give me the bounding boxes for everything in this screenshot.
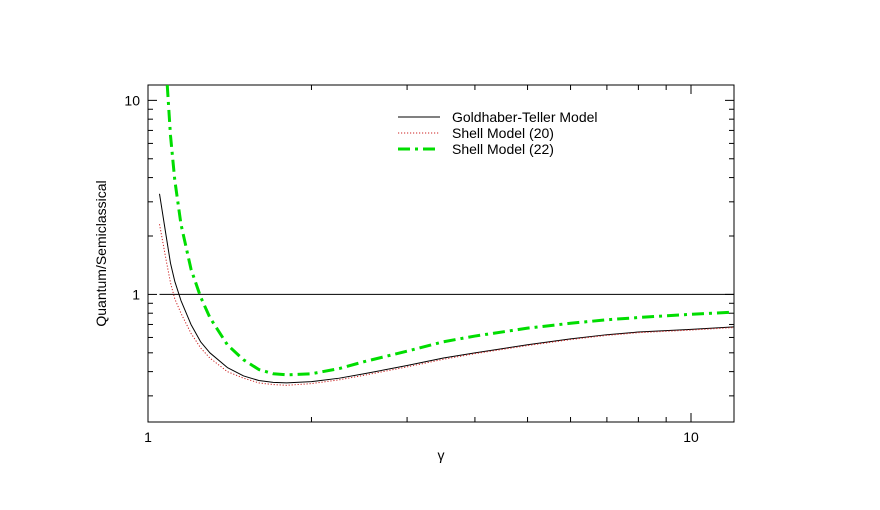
plot-frame-group <box>147 84 735 423</box>
axis-tick-labels: 1 10 1 10 <box>124 92 699 445</box>
plot-frame <box>147 84 735 423</box>
legend: Goldhaber-Teller Model Shell Model (20) … <box>398 109 598 157</box>
x-tick-label: 10 <box>683 429 699 445</box>
series-line-shell-model-22 <box>165 84 735 377</box>
legend-label-shell-model-22: Shell Model (22) <box>452 141 554 157</box>
series-line-goldhaber-teller-model <box>159 193 735 384</box>
legend-label-shell-model-20: Shell Model (20) <box>452 125 554 141</box>
axis-ticks <box>147 85 734 422</box>
legend-label-goldhaber-teller: Goldhaber-Teller Model <box>452 109 598 125</box>
y-tick-label: 10 <box>124 92 140 108</box>
series-group <box>159 84 735 386</box>
y-tick-label: 1 <box>132 286 140 302</box>
y-axis-label: Quantum/Semiclassical <box>93 180 109 326</box>
series-line-shell-model-20 <box>159 224 735 386</box>
x-axis-label: γ <box>438 447 445 463</box>
x-tick-label: 1 <box>144 429 152 445</box>
